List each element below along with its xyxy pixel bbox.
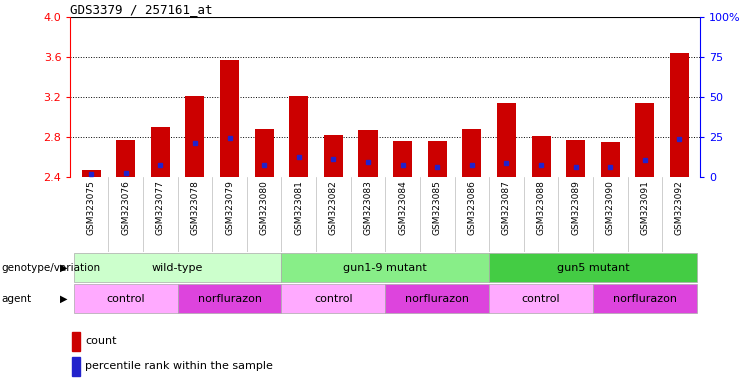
Bar bbox=[497, 103, 516, 177]
Text: ▶: ▶ bbox=[60, 263, 67, 273]
Bar bbox=[73, 332, 80, 351]
Bar bbox=[255, 129, 273, 177]
Bar bbox=[385, 284, 489, 313]
Text: GSM323081: GSM323081 bbox=[294, 180, 303, 235]
Bar bbox=[462, 129, 482, 177]
Text: percentile rank within the sample: percentile rank within the sample bbox=[85, 361, 273, 371]
Text: GSM323083: GSM323083 bbox=[364, 180, 373, 235]
Bar bbox=[220, 60, 239, 177]
Text: GSM323080: GSM323080 bbox=[259, 180, 269, 235]
Text: norflurazon: norflurazon bbox=[405, 293, 469, 304]
Text: GSM323084: GSM323084 bbox=[398, 180, 407, 235]
Text: GSM323077: GSM323077 bbox=[156, 180, 165, 235]
Text: GSM323082: GSM323082 bbox=[329, 180, 338, 235]
Bar bbox=[593, 284, 697, 313]
Text: agent: agent bbox=[1, 293, 32, 304]
Text: count: count bbox=[85, 336, 117, 346]
Text: control: control bbox=[522, 293, 560, 304]
Text: GSM323089: GSM323089 bbox=[571, 180, 580, 235]
Text: GSM323092: GSM323092 bbox=[675, 180, 684, 235]
Bar bbox=[282, 253, 489, 282]
Text: norflurazon: norflurazon bbox=[613, 293, 677, 304]
Text: GSM323085: GSM323085 bbox=[433, 180, 442, 235]
Text: GSM323087: GSM323087 bbox=[502, 180, 511, 235]
Text: GSM323090: GSM323090 bbox=[605, 180, 615, 235]
Bar bbox=[151, 127, 170, 177]
Text: control: control bbox=[314, 293, 353, 304]
Bar bbox=[428, 141, 447, 177]
Bar bbox=[531, 136, 551, 177]
Text: ▶: ▶ bbox=[60, 293, 67, 304]
Bar bbox=[116, 140, 136, 177]
Bar bbox=[289, 96, 308, 177]
Bar bbox=[566, 140, 585, 177]
Bar bbox=[635, 103, 654, 177]
Text: GSM323078: GSM323078 bbox=[190, 180, 199, 235]
Text: norflurazon: norflurazon bbox=[198, 293, 262, 304]
Text: gun1-9 mutant: gun1-9 mutant bbox=[343, 263, 428, 273]
Bar bbox=[73, 357, 80, 376]
Bar bbox=[489, 253, 697, 282]
Bar bbox=[178, 284, 282, 313]
Text: gun5 mutant: gun5 mutant bbox=[556, 263, 629, 273]
Text: GDS3379 / 257161_at: GDS3379 / 257161_at bbox=[70, 3, 213, 16]
Bar bbox=[359, 130, 377, 177]
Bar bbox=[74, 253, 282, 282]
Text: wild-type: wild-type bbox=[152, 263, 203, 273]
Bar bbox=[82, 170, 101, 177]
Bar bbox=[601, 142, 619, 177]
Text: genotype/variation: genotype/variation bbox=[1, 263, 101, 273]
Bar bbox=[282, 284, 385, 313]
Text: GSM323088: GSM323088 bbox=[536, 180, 545, 235]
Text: GSM323091: GSM323091 bbox=[640, 180, 649, 235]
Bar bbox=[393, 141, 412, 177]
Text: GSM323075: GSM323075 bbox=[87, 180, 96, 235]
Text: GSM323079: GSM323079 bbox=[225, 180, 234, 235]
Text: GSM323086: GSM323086 bbox=[468, 180, 476, 235]
Bar bbox=[324, 135, 343, 177]
Bar bbox=[489, 284, 593, 313]
Bar bbox=[74, 284, 178, 313]
Bar bbox=[670, 53, 689, 177]
Bar bbox=[185, 96, 205, 177]
Text: control: control bbox=[107, 293, 145, 304]
Text: GSM323076: GSM323076 bbox=[122, 180, 130, 235]
